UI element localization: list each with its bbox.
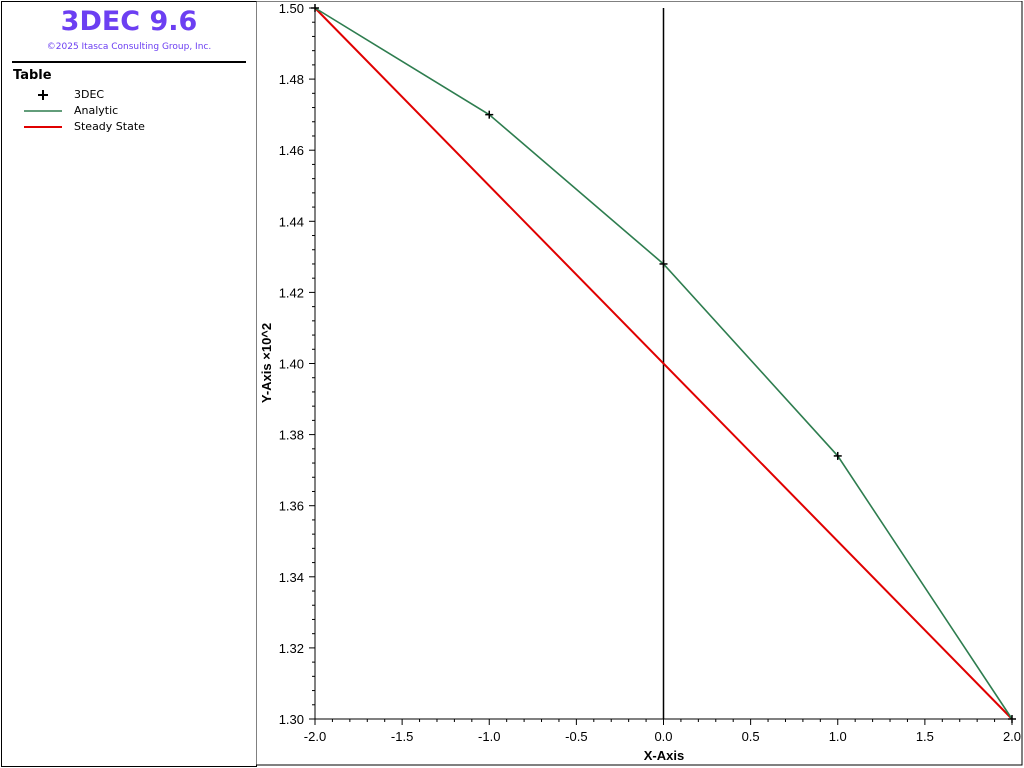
- y-tick-label: 1.42: [279, 285, 304, 300]
- x-axis-label: X-Axis: [644, 748, 684, 763]
- data-point-3dec: [1008, 715, 1016, 723]
- data-point-3dec: [485, 110, 494, 119]
- x-tick-label: -1.0: [478, 729, 500, 744]
- legend-label: Analytic: [74, 104, 119, 117]
- app-title: 3DEC 9.6: [60, 6, 198, 37]
- plus-marker-icon: [38, 90, 48, 100]
- line-swatch-icon: [24, 110, 62, 112]
- x-tick-label: 0.0: [654, 729, 672, 744]
- legend-title: Table: [13, 68, 52, 83]
- plot-border: [256, 1, 1023, 766]
- legend-divider: [12, 61, 246, 63]
- legend-label: 3DEC: [74, 88, 105, 101]
- y-tick-label: 1.40: [279, 357, 304, 372]
- data-point-3dec: [659, 259, 668, 268]
- plot-area[interactable]: 1.30 1.32 1.34 1.36 1.38 1.40 1.42 1.44 1.46 1.48…: [256, 1, 1023, 766]
- series-line-steady-state: [314, 7, 1013, 720]
- x-tick-label: 1.0: [829, 729, 847, 744]
- x-tick-label: 1.5: [916, 729, 934, 744]
- y-tick-label: 1.32: [279, 641, 304, 656]
- copyright-text: ©2025 Itasca Consulting Group, Inc.: [46, 42, 212, 52]
- y-tick-label: 1.30: [279, 712, 304, 727]
- y-tick-label: 1.38: [279, 428, 304, 443]
- axes-layer: 1.30 1.32 1.34 1.36 1.38 1.40 1.42 1.44 1.46 1.48…: [279, 1, 1021, 744]
- x-tick-label: 2.0: [1003, 729, 1021, 744]
- y-tick-label: 1.48: [279, 72, 304, 87]
- y-tick-label: 1.50: [279, 1, 304, 16]
- data-point-3dec: [311, 4, 319, 12]
- x-tick-label: -1.5: [391, 729, 413, 744]
- y-tick-label: 1.44: [279, 214, 304, 229]
- y-axis-label: Y-Axis ×10^2: [259, 323, 274, 403]
- x-tick-label: 0.5: [742, 729, 760, 744]
- line-swatch-icon: [24, 126, 62, 128]
- legend-panel: 3DEC 9.6 ©2025 Itasca Consulting Group, …: [1, 1, 257, 767]
- series-layer: [311, 4, 1016, 723]
- legend-label: Steady State: [74, 120, 145, 133]
- x-tick-label: -0.5: [565, 729, 587, 744]
- data-point-3dec: [833, 451, 842, 460]
- y-tick-label: 1.34: [279, 570, 304, 585]
- y-tick-label: 1.46: [279, 143, 304, 158]
- x-tick-label: -2.0: [304, 729, 326, 744]
- y-tick-label: 1.36: [279, 499, 304, 514]
